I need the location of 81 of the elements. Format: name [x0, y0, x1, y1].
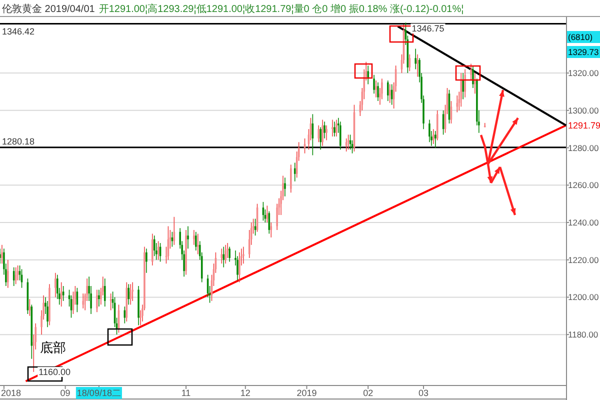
x-tick-label: 18/09/18二 — [76, 388, 121, 398]
candlestick — [474, 72, 476, 94]
candlestick — [12, 266, 15, 286]
x-tick-label: 2019 — [296, 388, 317, 398]
candlestick — [332, 119, 334, 137]
candlestick — [222, 246, 225, 268]
x-tick-label: 03 — [418, 388, 429, 398]
candlestick — [464, 68, 466, 98]
y-tick-label: 1300.00 — [568, 105, 599, 116]
candlestick — [375, 80, 377, 98]
candlestick — [470, 63, 472, 81]
candlestick — [54, 272, 56, 298]
candlestick — [339, 121, 342, 150]
candlestick — [224, 244, 227, 264]
candlestick — [324, 121, 326, 139]
candlestick — [336, 119, 338, 137]
candlestick — [322, 119, 324, 146]
candlestick — [290, 164, 292, 193]
text: 1329.73 — [568, 47, 599, 57]
candlestick — [110, 293, 112, 311]
y-tick-label: 1180.00 — [568, 330, 598, 340]
y-tick-label: 1240.00 — [568, 217, 599, 228]
candlestick — [193, 230, 195, 246]
y-tick-label: 1200.00 — [568, 292, 599, 302]
candlestick — [96, 289, 98, 313]
candlestick — [294, 162, 296, 182]
candlestick — [132, 282, 134, 302]
candlestick — [367, 65, 369, 85]
candlestick — [460, 72, 462, 108]
candlestick — [386, 80, 389, 102]
candlestick — [128, 284, 130, 306]
candlestick — [7, 259, 9, 288]
candlestick — [373, 74, 375, 94]
candlestick — [472, 65, 474, 88]
annotation: 1291.79 — [568, 120, 600, 131]
candlestick — [428, 119, 430, 143]
annotation: 底部 — [40, 340, 66, 355]
candlestick — [228, 246, 230, 262]
annotation: 1160.00 — [38, 366, 71, 377]
candlestick — [334, 121, 336, 137]
candlestick — [268, 210, 270, 234]
candlestick — [197, 233, 199, 255]
chart-title: 伦敦黄金 2019/04/01 — [2, 3, 96, 15]
x-tick-label: 2018 — [1, 388, 22, 398]
ref-line-label: 1346.42 — [2, 26, 35, 37]
candlestick — [416, 54, 418, 78]
candlestick — [46, 300, 48, 328]
candlestick — [82, 293, 84, 309]
candlestick — [388, 84, 391, 104]
text: (6810) — [568, 32, 593, 42]
candlestick — [238, 252, 240, 283]
ref-line-label: 1280.18 — [2, 136, 35, 146]
chart-subtitle: 开1291.00¦高1293.29¦低1291.00¦收1291.79¦量0 仓0 增0 振0.18% 涨(-0.12)-0.01%¦ — [98, 3, 464, 15]
candlestick — [326, 124, 328, 141]
x-tick-label: 02 — [363, 388, 374, 398]
candlestick — [130, 284, 132, 306]
candlestick — [104, 278, 106, 307]
candlestick — [98, 289, 100, 307]
candlestick — [270, 222, 272, 238]
candlestick — [242, 246, 244, 264]
candlestick — [432, 128, 434, 144]
y-tick-label: 1260.00 — [568, 180, 599, 190]
y-tick-label: 1280.00 — [568, 142, 599, 153]
candlestick — [462, 72, 464, 100]
candlestick — [434, 130, 436, 148]
x-tick-label: 09 — [60, 388, 70, 398]
candlestick — [146, 248, 148, 274]
candlestick — [320, 126, 322, 150]
candlestick — [151, 233, 154, 266]
x-tick-label: 12 — [240, 388, 250, 398]
candlestick — [195, 231, 197, 251]
candlestick — [187, 226, 189, 250]
annotation: 1346.75 — [412, 24, 444, 34]
y-tick-label: 1220.00 — [568, 254, 599, 265]
x-tick-label: 11 — [181, 388, 191, 398]
candlestick — [414, 48, 416, 70]
candlestick — [318, 124, 320, 143]
candlestick — [377, 82, 379, 102]
y-tick-label: 1320.00 — [568, 68, 599, 78]
candlestick — [153, 235, 156, 257]
candlestick — [284, 177, 286, 197]
